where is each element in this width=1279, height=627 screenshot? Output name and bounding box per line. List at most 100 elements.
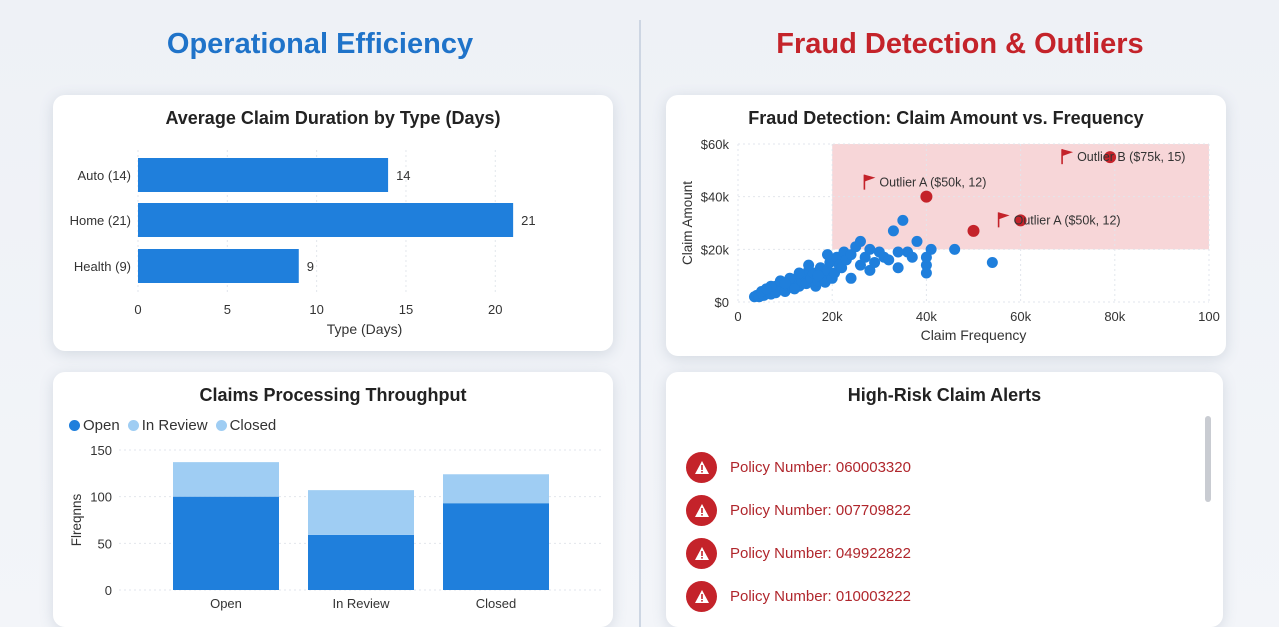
data-point xyxy=(845,272,857,284)
warning-icon xyxy=(686,581,717,612)
outlier-point xyxy=(920,190,933,203)
data-point xyxy=(803,259,815,271)
data-point xyxy=(854,259,866,271)
data-label: 21 xyxy=(521,213,535,228)
data-point xyxy=(854,235,866,247)
data-point xyxy=(925,243,937,255)
alert-row[interactable]: Policy Number: 007709822 xyxy=(686,495,911,526)
bar xyxy=(138,249,299,283)
section-title-operational: Operational Efficiency xyxy=(166,28,474,60)
data-point xyxy=(892,246,904,258)
bar-segment-in-review xyxy=(173,462,279,497)
alert-row[interactable]: Policy Number: 060003320 xyxy=(686,452,911,483)
outlier-point xyxy=(1104,151,1117,164)
data-point xyxy=(859,251,871,263)
data-point xyxy=(897,214,909,226)
x-tick-label: 80k xyxy=(1104,309,1125,324)
x-tick-label: 0 xyxy=(734,309,741,324)
data-point xyxy=(906,251,918,263)
y-tick-label: $60k xyxy=(701,137,730,152)
y-axis-label: Claim Amount xyxy=(680,181,695,265)
x-tick-label: 100 xyxy=(1198,309,1220,324)
data-point xyxy=(892,262,904,274)
legend-item-closed: Closed xyxy=(215,417,277,434)
data-point xyxy=(793,267,805,279)
data-label: 14 xyxy=(396,168,410,183)
y-tick-label: 150 xyxy=(90,443,112,458)
data-point xyxy=(812,270,824,282)
flag-icon xyxy=(998,212,1010,220)
alerts-title: High-Risk Claim Alerts xyxy=(847,385,1042,405)
legend-item-open: Open xyxy=(69,417,120,434)
data-point xyxy=(949,243,961,255)
category-label: Home (21) xyxy=(70,213,131,228)
fraud-scatter-chart: 0 20k 40k 60k 80k 100 $0 $20k $40k $60k Outlier A … xyxy=(680,137,1220,343)
bar xyxy=(138,158,389,192)
alert-policy-number: Policy Number: 010003222 xyxy=(730,588,911,605)
alert-policy-number: Policy Number: 049922822 xyxy=(730,545,911,562)
bar-segment-open xyxy=(443,503,549,590)
data-point xyxy=(760,283,772,295)
alert-policy-number: Policy Number: 007709822 xyxy=(730,502,911,519)
x-tick-label: 60k xyxy=(1010,309,1031,324)
bar-segment-open xyxy=(173,496,279,590)
annotation-label: Outlier B ($75k, 15) xyxy=(1077,150,1185,164)
section-divider xyxy=(639,20,641,627)
data-point xyxy=(821,249,833,261)
x-tick-label: 20 xyxy=(488,302,502,317)
x-axis-label: Claim Frequency xyxy=(921,327,1027,343)
legend-dot-open xyxy=(69,420,80,431)
y-tick-label: $0 xyxy=(715,295,729,310)
x-tick-label: 40k xyxy=(916,309,937,324)
y-tick-label: 0 xyxy=(105,583,112,598)
data-point xyxy=(920,267,932,279)
annotation-label: Outlier A ($50k, 12) xyxy=(879,176,986,190)
bar xyxy=(138,203,514,237)
data-label: 9 xyxy=(307,259,314,274)
bar-segment-in-review xyxy=(308,490,414,535)
x-tick-label: 10 xyxy=(309,302,323,317)
data-point xyxy=(920,259,932,271)
x-tick-label: 20k xyxy=(822,309,843,324)
alerts-card: High-Risk Claim Alerts Policy Number: 06… xyxy=(666,372,1223,627)
legend-label-closed: Closed xyxy=(229,417,277,434)
y-tick-label: $40k xyxy=(701,190,730,205)
warning-icon xyxy=(686,538,717,569)
data-point xyxy=(869,257,881,268)
data-point xyxy=(789,283,801,295)
x-tick-label: 15 xyxy=(399,302,413,317)
data-point xyxy=(920,251,932,263)
category-label: Closed xyxy=(476,596,516,611)
data-point xyxy=(864,264,876,276)
outlier-point xyxy=(1014,214,1027,227)
category-label: Open xyxy=(210,596,242,611)
alerts-scrollbar[interactable] xyxy=(1205,416,1211,502)
data-point xyxy=(883,254,895,266)
throughput-card: Claims Processing Throughput Open In Rev… xyxy=(53,372,613,627)
annotation-label: Outlier A ($50k, 12) xyxy=(1014,213,1121,227)
legend-label-open: Open xyxy=(83,417,120,434)
data-point xyxy=(836,262,848,274)
flag-icon xyxy=(864,174,876,182)
claim-duration-title: Average Claim Duration by Type (Days) xyxy=(165,108,501,128)
data-point xyxy=(986,257,998,268)
claim-duration-card: Average Claim Duration by Type (Days) 0 5… xyxy=(53,95,613,351)
claim-duration-chart: 0 5 10 15 20 Auto (14) 14 Home (21) 21 Health (9)… xyxy=(70,150,536,337)
fraud-scatter-card: Fraud Detection: Claim Amount vs. Freque… xyxy=(666,95,1226,356)
warning-icon xyxy=(686,452,717,483)
section-title-fraud: Fraud Detection & Outliers xyxy=(776,28,1144,60)
alert-row[interactable]: Policy Number: 049922822 xyxy=(686,538,911,569)
legend-label-in-review: In Review xyxy=(141,417,208,434)
bar-segment-in-review xyxy=(443,474,549,504)
bar-segment-open xyxy=(308,534,414,590)
y-tick-label: 50 xyxy=(98,536,112,551)
throughput-chart: 0 50 100 150 Open In Review Closed Flreqnns xyxy=(69,443,603,611)
data-point xyxy=(864,243,876,255)
flag-icon xyxy=(1062,149,1074,157)
x-tick-label: 0 xyxy=(134,302,141,317)
outlier-point xyxy=(967,224,980,237)
y-tick-label: $20k xyxy=(701,242,730,257)
alert-row[interactable]: Policy Number: 010003222 xyxy=(686,581,911,612)
throughput-legend: Open In Review Closed xyxy=(69,417,276,434)
y-axis-label: Flreqnns xyxy=(69,493,84,546)
